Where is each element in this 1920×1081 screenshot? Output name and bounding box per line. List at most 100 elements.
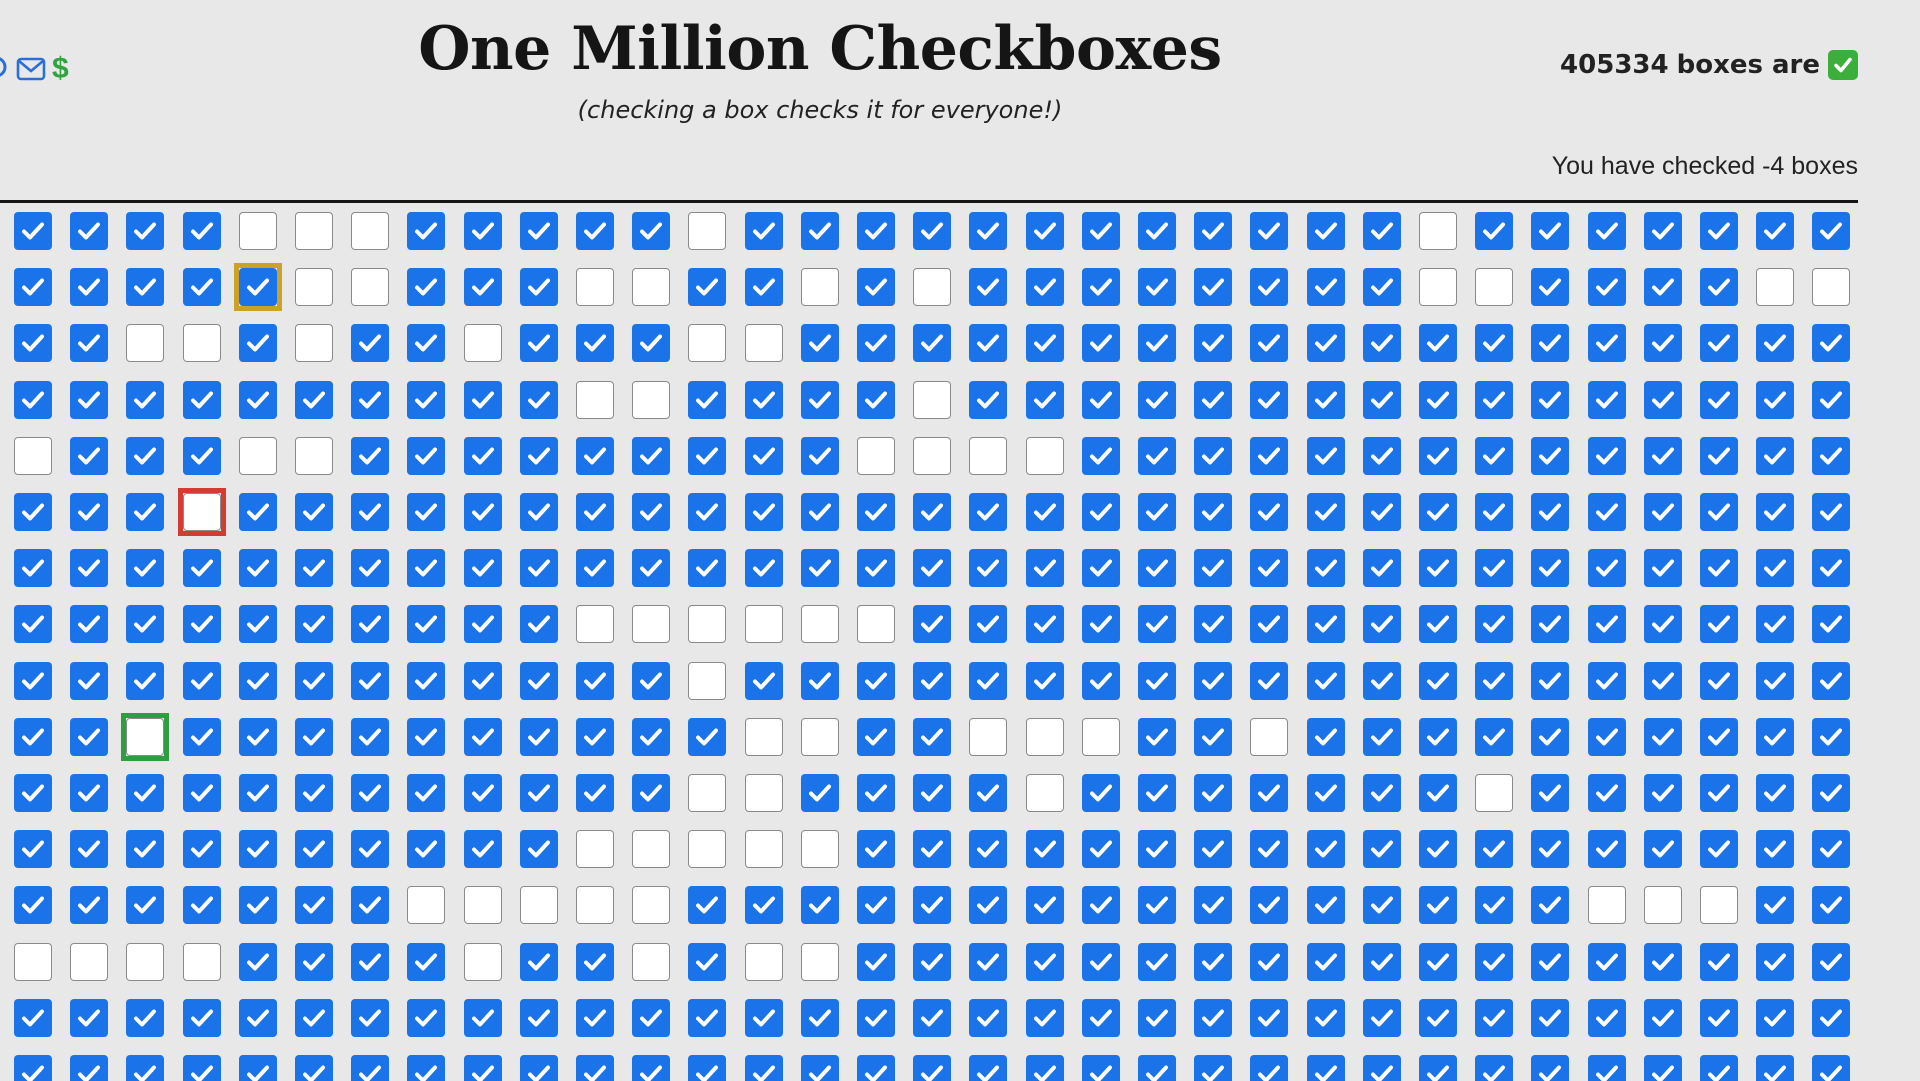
checkbox-unchecked[interactable]	[351, 268, 390, 307]
checkbox-checked[interactable]	[969, 774, 1008, 812]
checkbox-checked[interactable]	[1025, 380, 1064, 419]
checkbox-checked[interactable]	[182, 436, 221, 475]
checkbox-checked[interactable]	[576, 493, 614, 531]
checkbox-checked[interactable]	[1700, 380, 1738, 419]
checkbox-checked[interactable]	[800, 774, 839, 812]
checkbox-checked[interactable]	[126, 605, 165, 644]
checkbox-checked[interactable]	[1362, 1055, 1401, 1081]
checkbox-checked[interactable]	[1812, 942, 1851, 981]
checkbox-unchecked[interactable]	[407, 886, 446, 925]
checkbox-checked[interactable]	[913, 493, 952, 531]
checkbox-checked[interactable]	[1812, 436, 1851, 475]
checkbox-checked[interactable]	[1081, 830, 1120, 869]
checkbox-checked[interactable]	[1025, 661, 1064, 700]
checkbox-unchecked[interactable]	[632, 268, 671, 307]
checkbox-checked[interactable]	[463, 998, 502, 1037]
checkbox-checked[interactable]	[1475, 436, 1514, 475]
checkbox-unchecked[interactable]	[688, 774, 727, 812]
checkbox-checked[interactable]	[14, 212, 52, 250]
checkbox-checked[interactable]	[1643, 380, 1682, 419]
checkbox-checked[interactable]	[295, 493, 333, 531]
checkbox-checked[interactable]	[182, 774, 221, 812]
checkbox-checked[interactable]	[1587, 830, 1626, 869]
checkbox-checked[interactable]	[1025, 998, 1064, 1037]
checkbox-checked[interactable]	[70, 324, 109, 363]
checkbox-checked[interactable]	[1812, 717, 1851, 756]
checkbox-checked[interactable]	[913, 212, 952, 250]
checkbox-checked[interactable]	[1250, 268, 1289, 307]
checkbox-checked[interactable]	[857, 661, 895, 700]
checkbox-checked[interactable]	[519, 436, 558, 475]
checkbox-checked[interactable]	[1756, 774, 1795, 812]
checkbox-unchecked[interactable]	[576, 605, 614, 644]
checkbox-unchecked[interactable]	[1025, 717, 1064, 756]
checkbox-checked[interactable]	[1362, 998, 1401, 1037]
checkbox-checked[interactable]	[1194, 436, 1233, 475]
checkbox-unchecked[interactable]	[126, 717, 165, 756]
checkbox-checked[interactable]	[463, 1055, 502, 1081]
checkbox-checked[interactable]	[70, 886, 109, 925]
checkbox-checked[interactable]	[1362, 717, 1401, 756]
checkbox-checked[interactable]	[1531, 493, 1570, 531]
checkbox-checked[interactable]	[969, 212, 1008, 250]
checkbox-checked[interactable]	[1081, 774, 1120, 812]
checkbox-checked[interactable]	[295, 942, 333, 981]
checkbox-checked[interactable]	[1194, 774, 1233, 812]
checkbox-checked[interactable]	[463, 549, 502, 588]
checkbox-checked[interactable]	[744, 1055, 783, 1081]
checkbox-checked[interactable]	[1250, 380, 1289, 419]
checkbox-checked[interactable]	[1138, 549, 1176, 588]
checkbox-checked[interactable]	[1700, 324, 1738, 363]
checkbox-checked[interactable]	[1643, 942, 1682, 981]
checkbox-checked[interactable]	[1138, 324, 1176, 363]
checkbox-checked[interactable]	[295, 717, 333, 756]
checkbox-unchecked[interactable]	[238, 212, 277, 250]
checkbox-checked[interactable]	[70, 268, 109, 307]
checkbox-checked[interactable]	[800, 212, 839, 250]
checkbox-checked[interactable]	[1081, 436, 1120, 475]
checkbox-checked[interactable]	[1362, 830, 1401, 869]
checkbox-checked[interactable]	[1138, 436, 1176, 475]
checkbox-checked[interactable]	[800, 661, 839, 700]
checkbox-checked[interactable]	[1812, 661, 1851, 700]
checkbox-checked[interactable]	[1138, 268, 1176, 307]
checkbox-checked[interactable]	[1025, 324, 1064, 363]
checkbox-checked[interactable]	[576, 324, 614, 363]
checkbox-checked[interactable]	[238, 493, 277, 531]
checkbox-unchecked[interactable]	[632, 830, 671, 869]
checkbox-checked[interactable]	[1475, 324, 1514, 363]
checkbox-unchecked[interactable]	[182, 493, 221, 531]
checkbox-checked[interactable]	[913, 942, 952, 981]
checkbox-checked[interactable]	[1250, 324, 1289, 363]
checkbox-checked[interactable]	[744, 380, 783, 419]
checkbox-checked[interactable]	[1194, 380, 1233, 419]
checkbox-checked[interactable]	[1025, 212, 1064, 250]
checkbox-checked[interactable]	[632, 324, 671, 363]
checkbox-checked[interactable]	[238, 717, 277, 756]
checkbox-unchecked[interactable]	[632, 942, 671, 981]
checkbox-checked[interactable]	[126, 1055, 165, 1081]
checkbox-unchecked[interactable]	[800, 942, 839, 981]
checkbox-unchecked[interactable]	[576, 380, 614, 419]
checkbox-checked[interactable]	[1475, 493, 1514, 531]
checkbox-checked[interactable]	[238, 549, 277, 588]
checkbox-unchecked[interactable]	[800, 605, 839, 644]
checkbox-checked[interactable]	[14, 886, 52, 925]
checkbox-checked[interactable]	[1081, 324, 1120, 363]
checkbox-checked[interactable]	[1812, 830, 1851, 869]
checkbox-checked[interactable]	[1643, 774, 1682, 812]
checkbox-checked[interactable]	[1138, 661, 1176, 700]
checkbox-checked[interactable]	[632, 493, 671, 531]
checkbox-unchecked[interactable]	[576, 886, 614, 925]
checkbox-checked[interactable]	[1700, 830, 1738, 869]
checkbox-checked[interactable]	[1812, 549, 1851, 588]
checkbox-checked[interactable]	[126, 493, 165, 531]
checkbox-unchecked[interactable]	[14, 436, 52, 475]
checkbox-checked[interactable]	[857, 324, 895, 363]
checkbox-unchecked[interactable]	[576, 268, 614, 307]
checkbox-checked[interactable]	[1306, 549, 1345, 588]
checkbox-checked[interactable]	[1475, 605, 1514, 644]
checkbox-checked[interactable]	[463, 605, 502, 644]
checkbox-checked[interactable]	[969, 942, 1008, 981]
checkbox-checked[interactable]	[519, 380, 558, 419]
